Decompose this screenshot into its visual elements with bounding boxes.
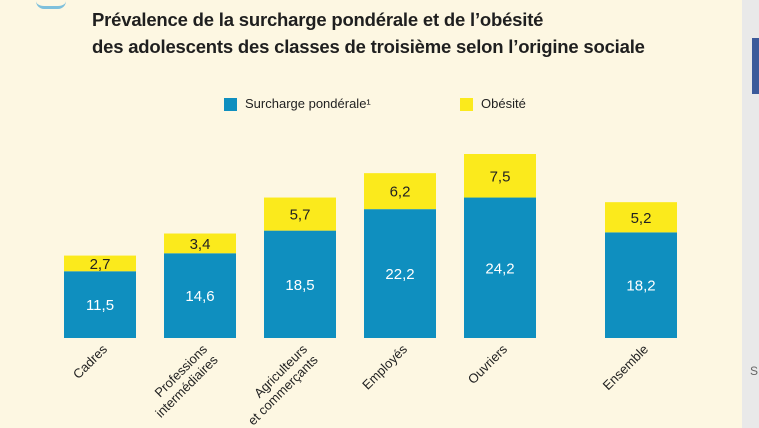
- data-label-obesite: 5,2: [631, 210, 652, 227]
- bar-obesite: [264, 197, 336, 231]
- bar-surcharge: [364, 209, 436, 338]
- legend-label-surcharge: Surcharge pondérale¹: [245, 96, 371, 111]
- category-label-line: Cadres: [70, 341, 111, 382]
- category-label: Professionsintermédiaires: [142, 341, 221, 420]
- data-label-surcharge: 24,2: [485, 260, 514, 277]
- category-label-line: Employés: [359, 341, 410, 392]
- category-label: Ensemble: [600, 342, 651, 393]
- legend-swatch-obesite: [460, 98, 473, 111]
- category-label-line: Ouvriers: [465, 341, 511, 387]
- chart-panel: Prévalence de la surcharge pondérale et …: [0, 0, 742, 428]
- chart-title-line-1: Prévalence de la surcharge pondérale et …: [92, 9, 544, 30]
- adjacent-page-letter: S: [750, 364, 759, 378]
- data-label-obesite: 2,7: [90, 256, 111, 273]
- adjacent-page-tab: [752, 38, 759, 94]
- legend-label-obesite: Obésité: [481, 96, 526, 111]
- category-label: Ouvriers: [465, 341, 511, 387]
- bar-obesite: [64, 255, 136, 272]
- bar-obesite: [364, 173, 436, 210]
- category-label: Cadres: [70, 341, 111, 382]
- bar-surcharge: [64, 271, 136, 338]
- data-label-obesite: 6,2: [390, 184, 411, 201]
- chart-title: Prévalence de la surcharge pondérale et …: [92, 6, 732, 60]
- chart-title-line-2: des adolescents des classes de troisième…: [92, 36, 645, 57]
- data-label-surcharge: 11,5: [86, 297, 114, 314]
- bar-surcharge: [164, 253, 236, 338]
- bar-surcharge: [264, 230, 336, 338]
- data-label-surcharge: 18,5: [285, 277, 314, 294]
- bar-surcharge: [605, 232, 677, 338]
- bar-surcharge: [464, 197, 536, 338]
- stacked-bar-chart: 11,5 2,7 Cadres 14,6 3,4 Professionsintermédi…: [64, 154, 677, 428]
- category-label-line: Ensemble: [600, 342, 651, 393]
- category-label: Agriculteurset commerçants: [234, 341, 321, 428]
- bar-obesite: [164, 233, 236, 254]
- data-label-obesite: 7,5: [490, 168, 511, 185]
- category-label: Employés: [359, 341, 410, 392]
- data-label-surcharge: 22,2: [385, 266, 414, 283]
- data-label-obesite: 3,4: [190, 236, 211, 253]
- bar-obesite: [464, 154, 536, 198]
- data-label-surcharge: 14,6: [185, 288, 214, 305]
- adjacent-page-edge: [742, 0, 759, 428]
- corner-decoration: [36, 0, 66, 9]
- legend-swatch-surcharge: [224, 98, 237, 111]
- data-label-surcharge: 18,2: [626, 278, 655, 295]
- data-label-obesite: 5,7: [290, 207, 311, 224]
- bar-obesite: [605, 202, 677, 233]
